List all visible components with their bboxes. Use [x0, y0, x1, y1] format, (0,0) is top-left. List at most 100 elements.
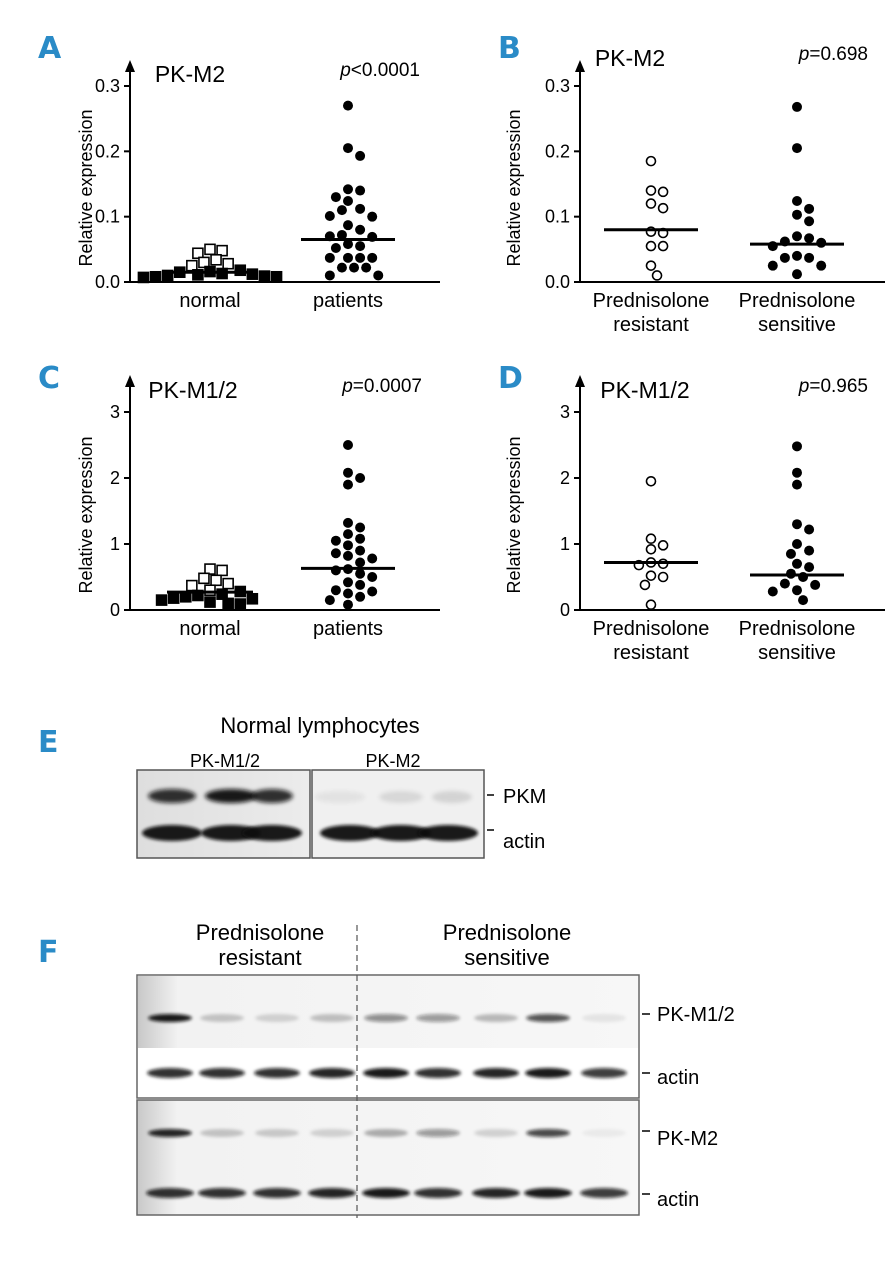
- p-value: p=0.0007: [341, 376, 422, 397]
- blot-band: [362, 1188, 410, 1198]
- y-axis-label: Relative expression: [76, 436, 96, 593]
- blot-f-top-band-area: [138, 976, 638, 1048]
- y-tick-label: 0.2: [545, 141, 570, 161]
- data-point: [355, 568, 366, 579]
- y-axis-arrow-icon: [575, 60, 585, 72]
- blot-band: [199, 1068, 245, 1078]
- data-point: [645, 155, 657, 167]
- data-point: [792, 585, 802, 596]
- chart-title: PK-M2: [155, 61, 225, 87]
- data-point: [355, 579, 366, 590]
- data-point: [343, 239, 353, 250]
- blot-band: [255, 1129, 299, 1137]
- blot-band: [254, 1068, 300, 1078]
- panel-letter-b: B: [498, 31, 521, 66]
- blot-band: [472, 1188, 520, 1198]
- x-category-label: Prednisolone resistant: [593, 618, 710, 664]
- data-point: [349, 262, 360, 273]
- data-point: [330, 585, 341, 596]
- data-point: [222, 597, 234, 610]
- blot-f-group-left-line2: resistant: [218, 945, 301, 970]
- data-point: [645, 240, 657, 252]
- data-point: [785, 548, 796, 559]
- x-category-label: Prednisolone sensitive: [739, 618, 856, 664]
- data-point: [258, 270, 271, 282]
- blot-band: [526, 1129, 570, 1137]
- data-point: [792, 441, 802, 452]
- blot-band: [201, 825, 261, 841]
- blot-band: [198, 1188, 246, 1198]
- data-point: [204, 563, 216, 575]
- y-tick-label: 0.3: [95, 76, 120, 96]
- data-point: [336, 229, 347, 240]
- data-point: [216, 244, 228, 257]
- data-point: [645, 533, 657, 545]
- data-point: [210, 253, 222, 266]
- blot-band: [414, 1188, 462, 1198]
- data-point: [355, 557, 366, 568]
- data-point: [270, 270, 283, 283]
- data-point: [222, 257, 234, 270]
- data-point: [234, 264, 247, 277]
- blot-f-group-left-line1: Prednisolone: [196, 920, 324, 945]
- data-point: [645, 543, 657, 555]
- blot-band: [242, 825, 302, 841]
- data-point: [343, 252, 353, 263]
- data-point: [246, 592, 259, 605]
- data-point: [355, 224, 366, 235]
- p-value: p=0.965: [798, 376, 868, 397]
- data-point: [324, 270, 335, 281]
- data-point: [792, 231, 802, 242]
- y-tick-label: 0.1: [545, 207, 570, 227]
- data-point: [330, 535, 341, 546]
- blot-band: [200, 1129, 244, 1137]
- data-point: [192, 269, 204, 281]
- y-tick-label: 0.0: [545, 272, 570, 292]
- blot-band: [582, 1129, 626, 1137]
- data-point: [343, 540, 353, 551]
- panel-letter-c: C: [38, 361, 60, 396]
- data-point: [355, 591, 366, 602]
- chart-panel-c: 0 1 2 3 Relative expression PK-M1/2 p=0.0007 no…: [76, 375, 440, 640]
- blot-band: [416, 1129, 460, 1137]
- blot-band: [315, 791, 365, 803]
- y-axis-arrow-icon: [575, 375, 585, 387]
- data-point: [367, 252, 378, 263]
- data-point: [343, 143, 353, 154]
- data-point: [657, 540, 669, 551]
- blot-e: PKM actin: [136, 769, 546, 859]
- chart-panel-d: 0 1 2 3 Relative expression PK-M1/2 p=0.965 Pre…: [504, 375, 885, 664]
- blot-band: [147, 1068, 193, 1078]
- data-point: [367, 553, 378, 564]
- data-point: [645, 260, 657, 271]
- data-point: [804, 524, 815, 535]
- blot-e-left-header: PK-M1/2: [190, 751, 260, 771]
- data-point: [355, 252, 366, 263]
- blot-band: [253, 1188, 301, 1198]
- data-point: [804, 216, 815, 227]
- y-axis-label: Relative expression: [504, 109, 524, 266]
- data-point: [343, 184, 353, 195]
- data-point: [204, 596, 216, 608]
- data-point: [198, 572, 210, 585]
- data-point: [343, 195, 353, 206]
- data-point: [343, 220, 353, 231]
- data-point: [204, 243, 216, 256]
- data-point: [367, 586, 378, 597]
- data-point: [330, 192, 341, 203]
- y-tick-label: 0: [560, 600, 570, 620]
- data-point: [804, 562, 815, 573]
- chart-title: PK-M2: [595, 45, 665, 71]
- data-point: [792, 250, 802, 261]
- data-point: [216, 564, 228, 577]
- y-axis-arrow-icon: [125, 60, 135, 72]
- p-value: p<0.0001: [339, 60, 420, 81]
- blot-band: [320, 825, 380, 841]
- data-point: [798, 572, 809, 582]
- panel-letter-a: A: [38, 31, 62, 66]
- x-category-label: Prednisolone sensitive: [739, 290, 856, 336]
- blot-band: [416, 1014, 460, 1022]
- blot-band: [310, 1014, 354, 1022]
- data-point: [367, 211, 378, 222]
- data-point: [336, 262, 347, 273]
